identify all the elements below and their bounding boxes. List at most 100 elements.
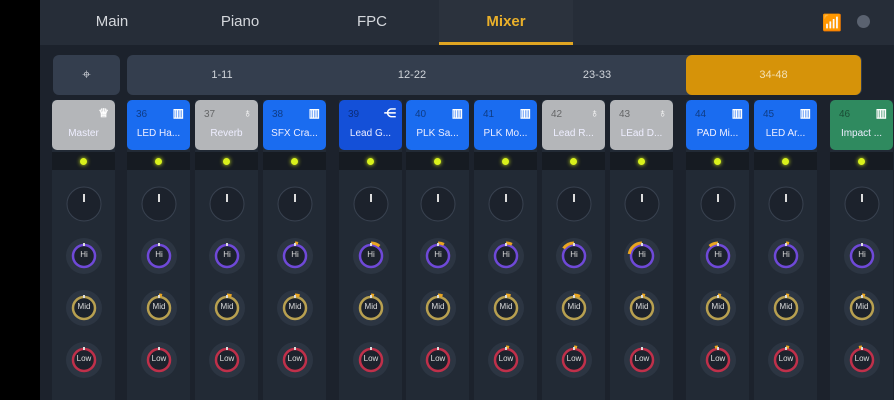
hi-eq-knob[interactable]: Hi xyxy=(486,236,526,276)
channel-header[interactable]: 41 ▥ PLK Mo... xyxy=(474,100,537,150)
locate-button[interactable]: ⌖ xyxy=(53,55,120,95)
channel-header[interactable]: 37 ♁ Reverb xyxy=(195,100,258,150)
channel-header[interactable]: 38 ▥ SFX Cra... xyxy=(263,100,326,150)
channel-name: Reverb xyxy=(210,128,243,139)
tab-main[interactable]: Main xyxy=(95,13,129,30)
mid-eq-knob[interactable]: Mid xyxy=(698,288,738,328)
channel-strip: 36 ▥ LED Ha... Hi Mid Low xyxy=(127,100,190,400)
hi-eq-knob[interactable]: Hi xyxy=(622,236,662,276)
hi-eq-knob[interactable]: Hi xyxy=(554,236,594,276)
channel-strip: 41 ▥ PLK Mo... Hi Mid Low xyxy=(474,100,537,400)
hi-eq-knob[interactable]: Hi xyxy=(351,236,391,276)
mid-eq-knob[interactable]: Mid xyxy=(64,288,104,328)
tab-piano[interactable]: Piano xyxy=(220,13,260,30)
range-34-48[interactable]: 34-48 xyxy=(686,55,861,95)
mid-label: Mid xyxy=(635,302,649,311)
mid-eq-knob[interactable]: Mid xyxy=(766,288,806,328)
mid-label: Mid xyxy=(288,302,302,311)
mid-eq-knob[interactable]: Mid xyxy=(486,288,526,328)
mid-label: Mid xyxy=(567,302,581,311)
left-edge xyxy=(0,0,40,400)
range-12-22[interactable]: 12-22 xyxy=(397,69,427,81)
channel-strip: 43 ♁ LEad D... Hi Mid Low xyxy=(610,100,673,400)
hi-eq-knob[interactable]: Hi xyxy=(275,236,315,276)
hi-eq-knob[interactable]: Hi xyxy=(418,236,458,276)
channel-strip: 39 ⋲ Lead G... Hi Mid Low xyxy=(339,100,402,400)
low-label: Low xyxy=(710,354,726,363)
pan-knob[interactable] xyxy=(351,184,391,224)
pan-knob[interactable] xyxy=(64,184,104,224)
channel-header[interactable]: 45 ▥ LED Ar... xyxy=(754,100,817,150)
channel-header[interactable]: 42 ♁ Lead R... xyxy=(542,100,605,150)
channel-name: LED Ar... xyxy=(765,128,806,139)
channel-header[interactable]: ♕ Master xyxy=(52,100,115,150)
low-eq-knob[interactable]: Low xyxy=(622,340,662,380)
channel-strip: 40 ▥ PLK Sa... Hi Mid Low xyxy=(406,100,469,400)
mid-eq-knob[interactable]: Mid xyxy=(622,288,662,328)
channel-header[interactable]: 39 ⋲ Lead G... xyxy=(339,100,402,150)
low-eq-knob[interactable]: Low xyxy=(207,340,247,380)
pan-knob[interactable] xyxy=(554,184,594,224)
hi-eq-knob[interactable]: Hi xyxy=(139,236,179,276)
hi-eq-knob[interactable]: Hi xyxy=(207,236,247,276)
mid-eq-knob[interactable]: Mid xyxy=(275,288,315,328)
led-row xyxy=(195,152,258,170)
mid-eq-knob[interactable]: Mid xyxy=(139,288,179,328)
activity-led xyxy=(638,158,645,165)
range-1-11[interactable]: 1-11 xyxy=(211,69,233,81)
mid-eq-knob[interactable]: Mid xyxy=(418,288,458,328)
mid-label: Mid xyxy=(152,302,166,311)
channel-header[interactable]: 36 ▥ LED Ha... xyxy=(127,100,190,150)
channel-header[interactable]: 40 ▥ PLK Sa... xyxy=(406,100,469,150)
low-eq-knob[interactable]: Low xyxy=(139,340,179,380)
led-row xyxy=(263,152,326,170)
led-row xyxy=(542,152,605,170)
range-23-33[interactable]: 23-33 xyxy=(582,69,612,81)
pan-knob[interactable] xyxy=(275,184,315,224)
mid-eq-knob[interactable]: Mid xyxy=(207,288,247,328)
hi-eq-knob[interactable]: Hi xyxy=(698,236,738,276)
channel-header[interactable]: 46 ▥ Impact ... xyxy=(830,100,893,150)
pan-knob[interactable] xyxy=(842,184,882,224)
mid-eq-knob[interactable]: Mid xyxy=(554,288,594,328)
tab-fpc[interactable]: FPC xyxy=(357,13,387,30)
mid-label: Mid xyxy=(855,302,869,311)
low-label: Low xyxy=(854,354,870,363)
wifi-icon: 📶 xyxy=(822,15,842,32)
channel-header[interactable]: 43 ♁ LEad D... xyxy=(610,100,673,150)
channel-name: Impact ... xyxy=(840,128,883,139)
channel-name: Lead R... xyxy=(553,128,594,139)
channel-header[interactable]: 44 ▥ PAD Mi... xyxy=(686,100,749,150)
low-eq-knob[interactable]: Low xyxy=(275,340,315,380)
pan-knob[interactable] xyxy=(766,184,806,224)
mid-eq-knob[interactable]: Mid xyxy=(842,288,882,328)
low-eq-knob[interactable]: Low xyxy=(418,340,458,380)
low-eq-knob[interactable]: Low xyxy=(486,340,526,380)
tab-mixer[interactable]: Mixer xyxy=(439,0,573,45)
mid-eq-knob[interactable]: Mid xyxy=(351,288,391,328)
pan-knob[interactable] xyxy=(139,184,179,224)
value-arc xyxy=(573,293,581,298)
pan-knob[interactable] xyxy=(207,184,247,224)
low-eq-knob[interactable]: Low xyxy=(64,340,104,380)
low-eq-knob[interactable]: Low xyxy=(766,340,806,380)
piano-icon: ▥ xyxy=(519,106,531,120)
channel-number: 36 xyxy=(136,109,148,120)
pan-knob[interactable] xyxy=(418,184,458,224)
pan-knob[interactable] xyxy=(698,184,738,224)
hi-eq-knob[interactable]: Hi xyxy=(64,236,104,276)
hi-eq-knob[interactable]: Hi xyxy=(842,236,882,276)
hi-eq-knob[interactable]: Hi xyxy=(766,236,806,276)
led-row xyxy=(830,152,893,170)
pan-knob[interactable] xyxy=(622,184,662,224)
low-eq-knob[interactable]: Low xyxy=(554,340,594,380)
low-eq-knob[interactable]: Low xyxy=(698,340,738,380)
route-icon: ⋲ xyxy=(384,106,396,120)
pan-knob[interactable] xyxy=(486,184,526,224)
led-row xyxy=(754,152,817,170)
low-eq-knob[interactable]: Low xyxy=(351,340,391,380)
piano-icon: ▥ xyxy=(875,106,887,120)
value-arc xyxy=(505,241,513,246)
low-eq-knob[interactable]: Low xyxy=(842,340,882,380)
channel-name: PLK Mo... xyxy=(483,128,528,139)
